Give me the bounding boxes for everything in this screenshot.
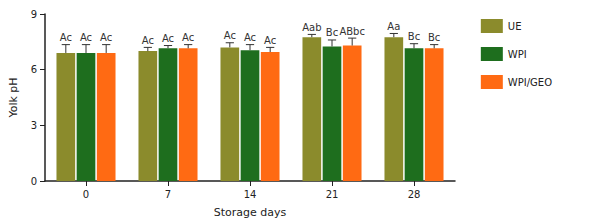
svg-text:21: 21 (326, 189, 339, 200)
svg-text:3: 3 (31, 120, 37, 131)
svg-text:Aab: Aab (302, 22, 321, 33)
svg-text:UE: UE (508, 21, 522, 32)
svg-text:Ac: Ac (182, 32, 194, 43)
svg-text:Bc: Bc (428, 32, 440, 43)
svg-text:Ac: Ac (80, 32, 92, 43)
svg-text:0: 0 (83, 189, 89, 200)
svg-text:Ac: Ac (224, 30, 236, 41)
svg-text:Storage days: Storage days (214, 206, 287, 219)
svg-text:28: 28 (408, 189, 421, 200)
svg-text:7: 7 (165, 189, 171, 200)
svg-text:Ac: Ac (60, 32, 72, 43)
svg-text:9: 9 (31, 9, 37, 20)
svg-text:Bc: Bc (326, 27, 338, 38)
svg-text:Ac: Ac (162, 33, 174, 44)
svg-text:Bc: Bc (408, 31, 420, 42)
svg-text:Ac: Ac (100, 32, 112, 43)
svg-text:ABbc: ABbc (339, 26, 365, 37)
svg-text:Yolk pH: Yolk pH (7, 77, 20, 118)
svg-text:WPI/GEO: WPI/GEO (508, 77, 552, 88)
svg-text:6: 6 (31, 64, 37, 75)
svg-text:WPI: WPI (508, 49, 527, 60)
svg-text:14: 14 (244, 189, 257, 200)
svg-text:Ac: Ac (264, 35, 276, 46)
svg-text:Ac: Ac (142, 35, 154, 46)
svg-text:0: 0 (31, 176, 37, 187)
svg-text:Aa: Aa (387, 21, 400, 32)
svg-text:Ac: Ac (244, 32, 256, 43)
